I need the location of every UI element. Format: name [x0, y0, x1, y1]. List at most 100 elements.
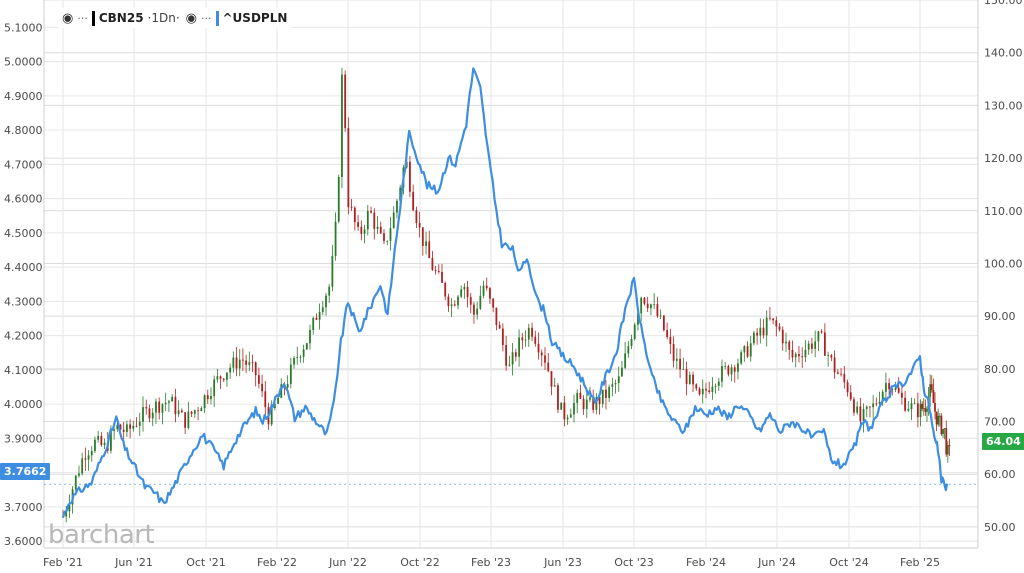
right-tick-label: 80.00: [984, 363, 1016, 376]
candle-body: [270, 407, 273, 425]
candle-body: [576, 392, 579, 403]
candle-body: [823, 332, 826, 356]
candle-body: [608, 386, 611, 398]
candle-body: [341, 74, 343, 177]
candle-body: [875, 403, 878, 405]
candle-body: [527, 327, 530, 340]
left-tick-label: 4.7000: [4, 158, 43, 171]
candle-body: [921, 403, 924, 409]
x-tick-label: Jun '23: [543, 556, 582, 569]
candle-body: [389, 228, 392, 241]
barchart-logo: barchart: [48, 520, 155, 550]
candle-body: [585, 399, 588, 410]
candle-body: [746, 346, 749, 357]
candle-body: [366, 211, 369, 230]
candle-body: [547, 362, 550, 372]
candle-body: [836, 372, 839, 374]
eye-icon[interactable]: ◉: [62, 10, 74, 26]
candle-body: [289, 364, 292, 384]
candle-body: [935, 411, 938, 425]
candle-body: [878, 401, 881, 404]
candle-body: [318, 311, 321, 320]
right-tick-label: 100.00: [984, 257, 1023, 270]
legend-item-cbn25[interactable]: ◉ ··· CBN25 ·1Dn·: [62, 10, 180, 26]
candle-body: [425, 241, 427, 246]
more-icon[interactable]: ···: [77, 11, 88, 25]
candle-body: [222, 378, 225, 380]
candle-body: [473, 304, 475, 315]
candle-body: [940, 415, 943, 435]
candle-body: [180, 410, 183, 413]
left-tick-label: 5.1000: [4, 21, 43, 34]
candle-body: [219, 376, 222, 379]
candle-body: [280, 384, 283, 398]
candle-body: [350, 207, 353, 209]
candle-body: [888, 383, 891, 390]
eye-icon[interactable]: ◉: [185, 10, 197, 26]
right-tick-label: 50.00: [984, 521, 1016, 534]
candle-body: [257, 375, 260, 384]
candle-body: [872, 403, 875, 408]
candle-body: [881, 391, 884, 402]
candle-body: [200, 408, 203, 412]
x-tick-label: Jun '22: [328, 556, 367, 569]
left-tick-label: 5.0000: [4, 56, 43, 69]
candle-body: [518, 337, 520, 357]
right-tick-label: 70.00: [984, 416, 1016, 429]
candle-body: [817, 331, 820, 342]
candle-body: [501, 328, 504, 346]
candle-body: [273, 403, 276, 408]
left-tick-label: 4.9000: [4, 90, 43, 103]
candle-body: [65, 511, 68, 517]
candle-body: [142, 407, 144, 422]
candle-body: [598, 397, 601, 404]
candle-body: [444, 282, 447, 297]
candle-body: [630, 338, 633, 347]
candle-body: [675, 358, 678, 361]
candle-body: [807, 343, 810, 350]
candle-body: [666, 330, 669, 338]
candle-body: [187, 411, 190, 428]
candle-body: [563, 402, 566, 420]
candle-body: [505, 345, 508, 366]
candle-body: [650, 304, 652, 309]
candle-body: [579, 392, 582, 399]
candle-body: [412, 191, 415, 211]
candle-body: [264, 391, 267, 408]
candle-body: [245, 360, 248, 365]
candle-body: [119, 424, 122, 430]
candle-body: [717, 381, 720, 386]
candle-body: [922, 408, 925, 409]
legend-item-usdpln[interactable]: ◉ ··· ^USDPLN: [185, 10, 287, 26]
candle-body: [399, 187, 402, 201]
candle-body: [772, 318, 774, 321]
left-tick-label: 3.9000: [4, 432, 43, 445]
candle-body: [334, 221, 337, 256]
candle-body: [418, 222, 421, 228]
candle-body: [714, 385, 717, 387]
legend-interval[interactable]: ·1Dn·: [147, 11, 180, 25]
x-tick-label: Feb '25: [900, 556, 940, 569]
x-tick-label: Feb '21: [43, 556, 83, 569]
candle-body: [190, 411, 193, 414]
candle-body: [171, 396, 174, 402]
candle-body: [248, 362, 251, 365]
candle-body: [293, 358, 295, 365]
candle-body: [862, 408, 865, 422]
candle-body: [174, 396, 177, 415]
candle-body: [232, 357, 235, 368]
candle-body: [910, 403, 913, 410]
candle-body: [305, 343, 308, 350]
candle-body: [733, 367, 736, 372]
candle-body: [370, 211, 372, 213]
candle-body: [81, 458, 84, 474]
more-icon[interactable]: ···: [201, 11, 212, 25]
candle-body: [492, 298, 495, 308]
candle-body: [605, 389, 607, 398]
candle-body: [409, 161, 411, 192]
candle-body: [434, 270, 437, 272]
candle-body: [396, 200, 398, 213]
candle-body: [794, 354, 797, 358]
right-tick-label: 150.00: [984, 0, 1023, 7]
